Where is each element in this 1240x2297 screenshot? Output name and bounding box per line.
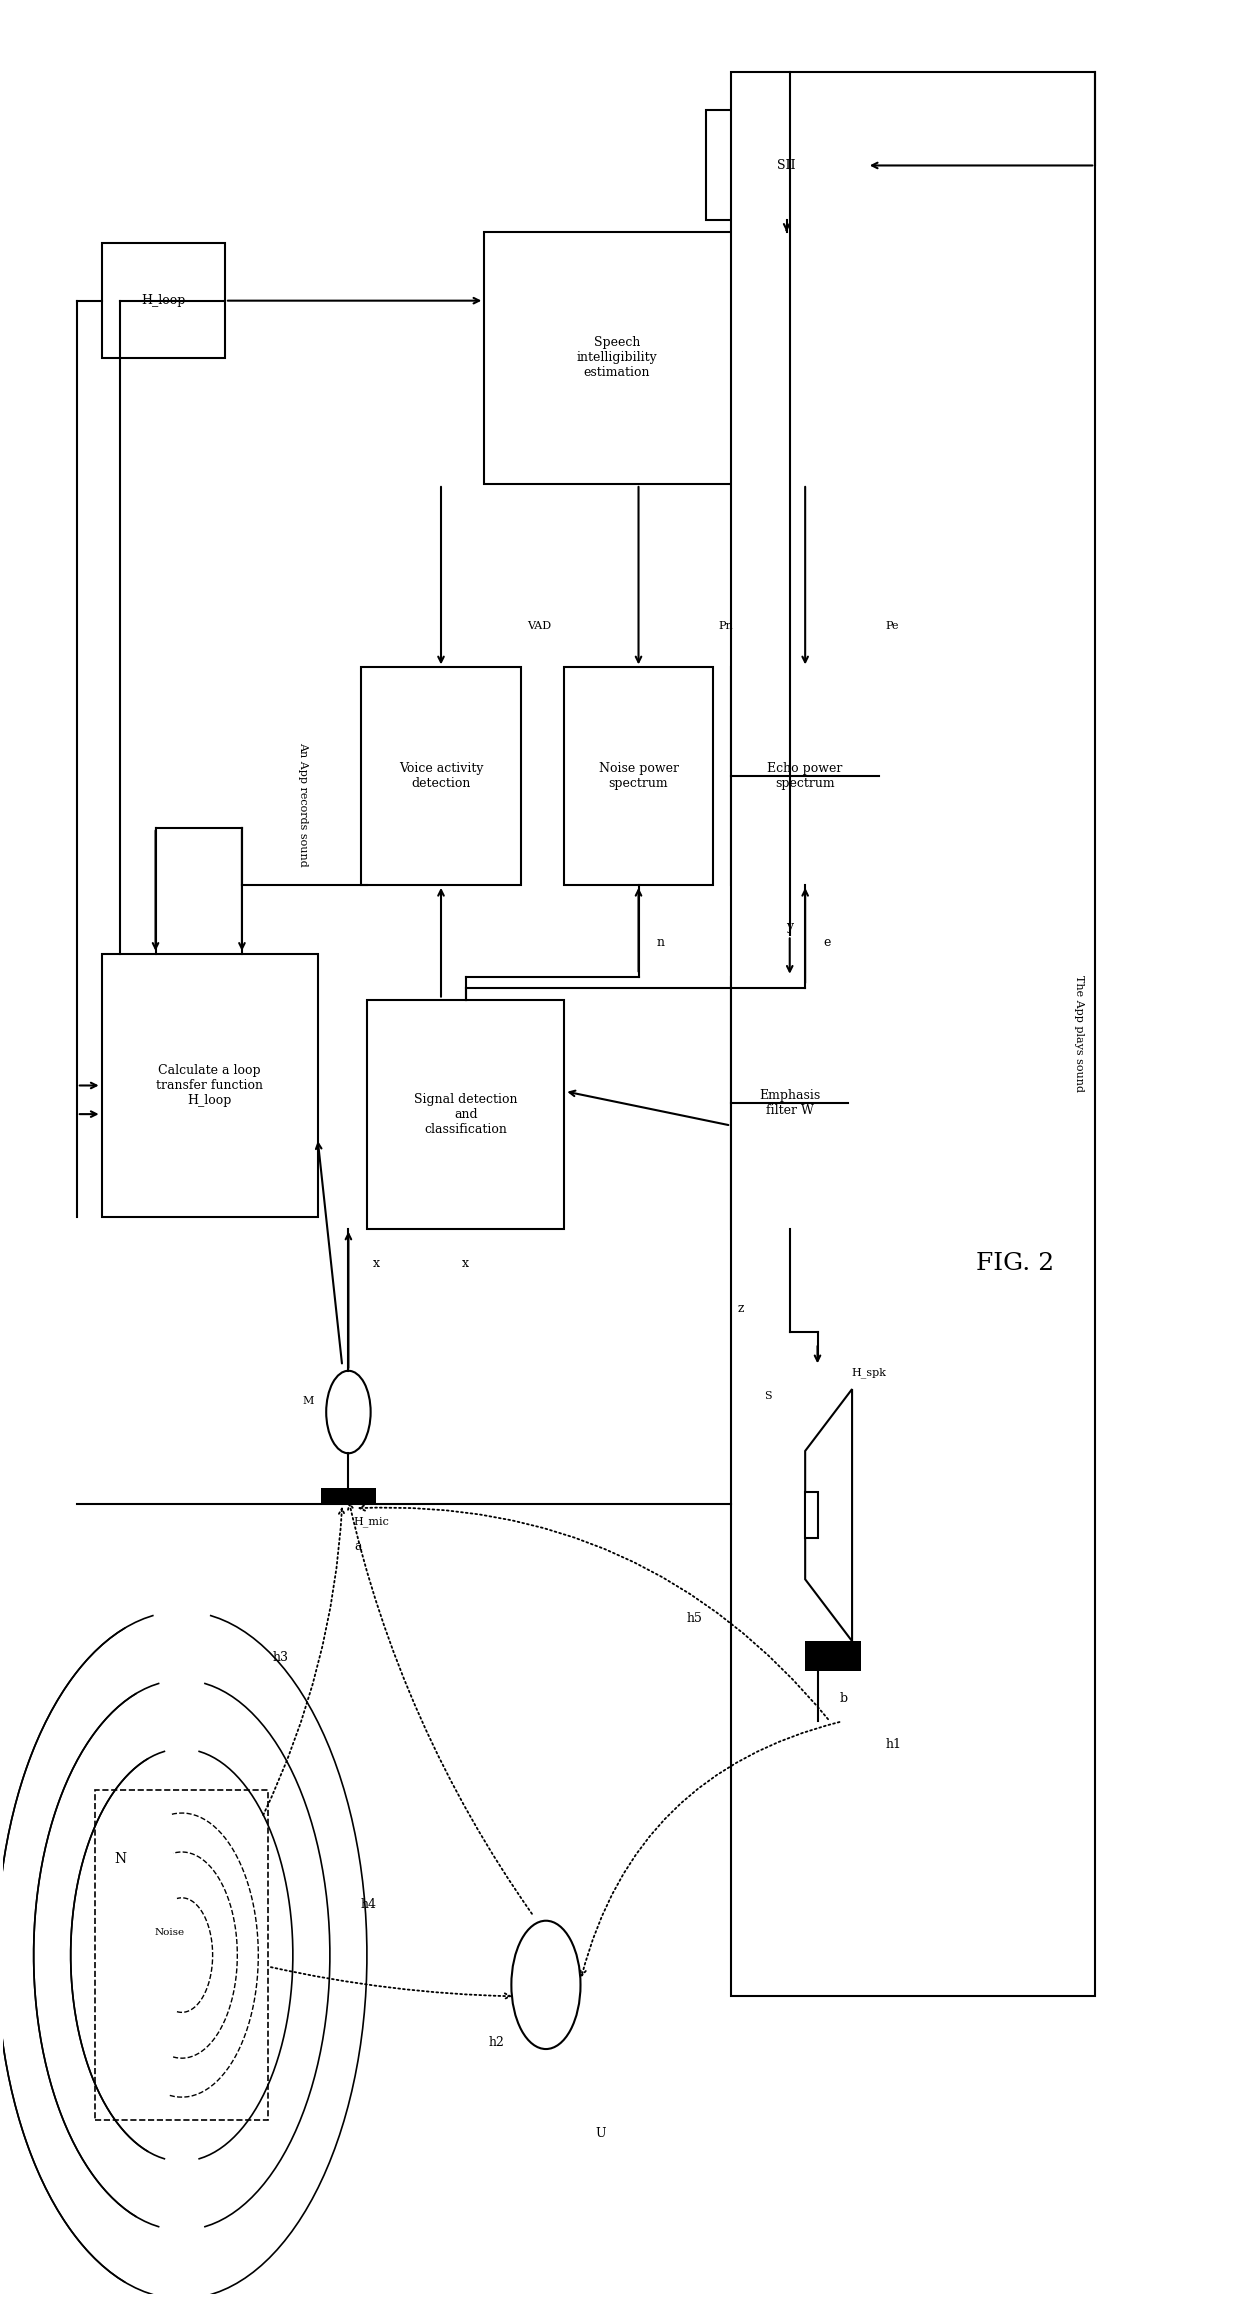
Text: Speech
intelligibility
estimation: Speech intelligibility estimation bbox=[577, 335, 657, 379]
Text: H_spk: H_spk bbox=[852, 1367, 887, 1378]
Bar bbox=[805, 1640, 861, 1670]
Text: Noise power
spectrum: Noise power spectrum bbox=[599, 763, 678, 790]
Text: Signal detection
and
classification: Signal detection and classification bbox=[414, 1093, 517, 1135]
Bar bbox=[321, 1488, 376, 1505]
Text: Voice activity
detection: Voice activity detection bbox=[399, 763, 484, 790]
Text: An App records sound: An App records sound bbox=[298, 742, 308, 868]
Bar bbox=[732, 976, 848, 1229]
Bar bbox=[367, 999, 564, 1229]
Bar bbox=[707, 110, 867, 221]
Text: FIG. 2: FIG. 2 bbox=[976, 1252, 1054, 1275]
Text: b: b bbox=[839, 1693, 848, 1704]
Text: h5: h5 bbox=[686, 1612, 702, 1624]
Text: The App plays sound: The App plays sound bbox=[1074, 976, 1084, 1093]
Text: a: a bbox=[355, 1541, 362, 1553]
Text: Calculate a loop
transfer function
H_loop: Calculate a loop transfer function H_loo… bbox=[156, 1064, 263, 1107]
Text: n: n bbox=[657, 935, 665, 949]
Bar bbox=[732, 668, 879, 884]
Text: VAD: VAD bbox=[527, 620, 552, 632]
Text: N: N bbox=[114, 1851, 126, 1865]
Text: x: x bbox=[463, 1256, 469, 1270]
Text: Echo power
spectrum: Echo power spectrum bbox=[768, 763, 843, 790]
Text: z: z bbox=[737, 1302, 744, 1316]
Text: h4: h4 bbox=[361, 1897, 377, 1911]
Bar bbox=[95, 1789, 268, 2120]
Text: y: y bbox=[786, 919, 794, 933]
Text: h2: h2 bbox=[489, 2035, 505, 2049]
Text: h1: h1 bbox=[885, 1739, 901, 1750]
Text: M: M bbox=[303, 1397, 314, 1406]
Text: SII: SII bbox=[777, 158, 796, 172]
Text: Emphasis
filter W: Emphasis filter W bbox=[759, 1089, 821, 1116]
Text: S: S bbox=[764, 1392, 773, 1401]
Bar bbox=[805, 1493, 817, 1539]
Bar bbox=[102, 953, 317, 1217]
Text: H_loop: H_loop bbox=[141, 294, 186, 308]
Text: U: U bbox=[595, 2127, 606, 2141]
Text: Pn: Pn bbox=[719, 620, 734, 632]
Text: x: x bbox=[373, 1256, 381, 1270]
Text: e: e bbox=[823, 935, 831, 949]
Bar bbox=[361, 668, 521, 884]
Bar bbox=[484, 232, 750, 485]
Text: H_mic: H_mic bbox=[353, 1516, 389, 1528]
Text: h3: h3 bbox=[273, 1652, 289, 1663]
Text: Pe: Pe bbox=[885, 620, 899, 632]
Bar bbox=[732, 71, 1095, 1996]
Bar bbox=[102, 243, 224, 358]
Bar bbox=[564, 668, 713, 884]
Text: Noise: Noise bbox=[154, 1927, 185, 1936]
